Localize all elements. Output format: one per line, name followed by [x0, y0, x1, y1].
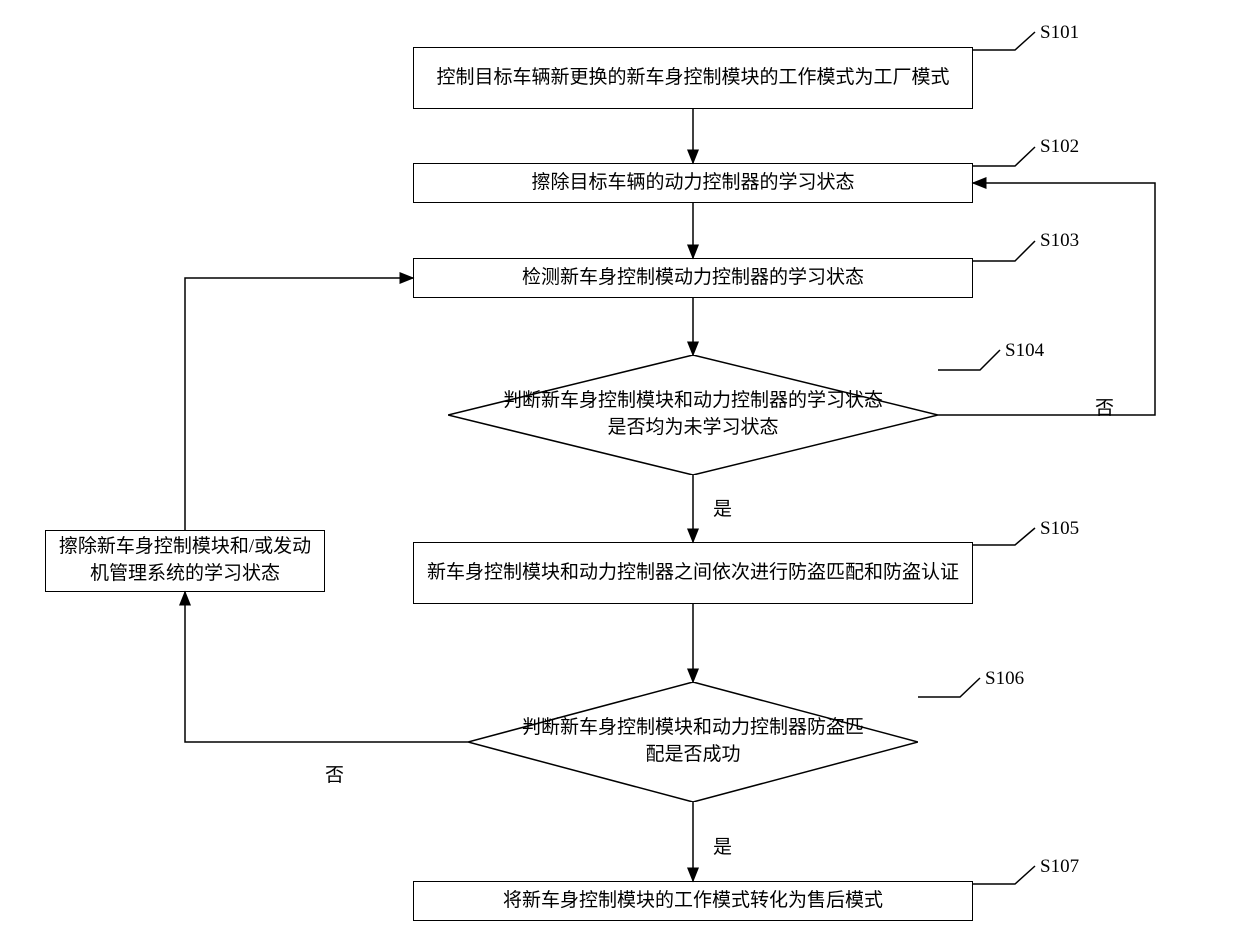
node-s102-text: 擦除目标车辆的动力控制器的学习状态 — [531, 170, 854, 197]
node-s105-text: 新车身控制模块和动力控制器之间依次进行防盗匹配和防盗认证 — [427, 560, 959, 587]
label-s103: S103 — [1040, 230, 1079, 252]
label-s105: S105 — [1040, 518, 1079, 540]
node-s107: 将新车身控制模块的工作模式转化为售后模式 — [413, 881, 973, 921]
label-s107: S107 — [1040, 856, 1079, 878]
node-s105: 新车身控制模块和动力控制器之间依次进行防盗匹配和防盗认证 — [413, 542, 973, 604]
node-erase: 擦除新车身控制模块和/或发动机管理系统的学习状态 — [45, 530, 325, 592]
edge-s106-no: 否 — [325, 760, 344, 787]
label-s104: S104 — [1005, 340, 1044, 362]
label-s106: S106 — [985, 668, 1024, 690]
edge-s104-no: 否 — [1095, 393, 1114, 420]
node-s106: 判断新车身控制模块和动力控制器防盗匹配是否成功 — [468, 682, 918, 802]
label-s102: S102 — [1040, 136, 1079, 158]
node-erase-text: 擦除新车身控制模块和/或发动机管理系统的学习状态 — [56, 534, 314, 587]
node-s104-text: 判断新车身控制模块和动力控制器的学习状态是否均为未学习状态 — [498, 388, 888, 441]
edge-s106-yes: 是 — [713, 832, 732, 859]
node-s104: 判断新车身控制模块和动力控制器的学习状态是否均为未学习状态 — [448, 355, 938, 475]
node-s101: 控制目标车辆新更换的新车身控制模块的工作模式为工厂模式 — [413, 47, 973, 109]
node-s106-text: 判断新车身控制模块和动力控制器防盗匹配是否成功 — [518, 715, 868, 768]
edge-s104-yes: 是 — [713, 494, 732, 521]
node-s101-text: 控制目标车辆新更换的新车身控制模块的工作模式为工厂模式 — [436, 65, 949, 92]
node-s103-text: 检测新车身控制模动力控制器的学习状态 — [522, 265, 864, 292]
node-s103: 检测新车身控制模动力控制器的学习状态 — [413, 258, 973, 298]
node-s107-text: 将新车身控制模块的工作模式转化为售后模式 — [503, 888, 883, 915]
label-s101: S101 — [1040, 22, 1079, 44]
node-s102: 擦除目标车辆的动力控制器的学习状态 — [413, 163, 973, 203]
